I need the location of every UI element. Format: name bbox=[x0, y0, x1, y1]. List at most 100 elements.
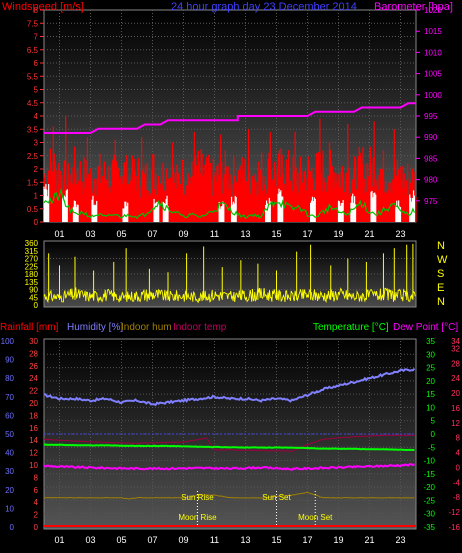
dewpoint-tick: 20 bbox=[451, 389, 460, 398]
hour-label: 11 bbox=[210, 535, 219, 545]
hour-label: 21 bbox=[364, 535, 374, 545]
rain-tick: 24 bbox=[29, 374, 38, 383]
hour-label: 17 bbox=[302, 229, 312, 239]
dewpoint-tick: -12 bbox=[448, 508, 460, 517]
hour-axis-top: 01 03 05 07 09 11 13 15 17 19 21 23 bbox=[54, 229, 405, 239]
compass-letter: W bbox=[437, 254, 448, 266]
barometer-tick: 1010 bbox=[424, 48, 442, 57]
humidity-tick: 70 bbox=[5, 393, 14, 402]
hour-label: 21 bbox=[364, 229, 374, 239]
rain-tick: 18 bbox=[29, 411, 38, 420]
direction-plot bbox=[43, 243, 416, 304]
dewpoint-tick: 4 bbox=[456, 449, 461, 458]
temperature-tick: -30 bbox=[423, 510, 435, 519]
dewpoint-tick: 0 bbox=[456, 463, 461, 472]
temperature-tick: 35 bbox=[426, 337, 435, 346]
direction-tick: 180 bbox=[25, 270, 39, 279]
windspeed-tick: 2 bbox=[34, 165, 39, 174]
barometer-line bbox=[44, 102, 416, 134]
hour-label: 15 bbox=[271, 229, 281, 239]
indoor-temp-line bbox=[43, 434, 415, 453]
barometer-tick: 1000 bbox=[424, 91, 442, 100]
rain-tick: 2 bbox=[34, 511, 39, 520]
indoor-temp-label: Indoor temp bbox=[173, 322, 227, 333]
windspeed-tick: 8 bbox=[34, 6, 39, 15]
dewpoint-tick: 24 bbox=[451, 374, 460, 383]
temp-axes: 0102030405060708090100024681012141618202… bbox=[1, 337, 461, 532]
rain-tick: 28 bbox=[29, 349, 38, 358]
wind-plot bbox=[43, 102, 417, 222]
windspeed-tick: 5 bbox=[34, 86, 39, 95]
temperature-tick: -10 bbox=[423, 457, 435, 466]
temperature-tick: -15 bbox=[423, 470, 435, 479]
hour-label: 09 bbox=[178, 535, 188, 545]
windspeed-tick: 5.5 bbox=[27, 72, 39, 81]
humidity-tick: 60 bbox=[5, 411, 14, 420]
hour-label: 05 bbox=[116, 229, 126, 239]
humidity-tick: 40 bbox=[5, 449, 14, 458]
humidity-tick: 100 bbox=[1, 337, 15, 346]
hour-axis-bottom: 01 03 05 07 09 11 13 15 17 19 21 23 bbox=[54, 535, 405, 545]
hour-label: 23 bbox=[395, 229, 405, 239]
rain-tick: 26 bbox=[29, 362, 38, 371]
compass-letter: N bbox=[437, 296, 445, 308]
hour-label: 07 bbox=[147, 535, 157, 545]
compass-letter: E bbox=[437, 282, 444, 294]
temperature-tick: -5 bbox=[428, 443, 436, 452]
direction-grid bbox=[44, 258, 416, 290]
hour-label: 03 bbox=[85, 535, 95, 545]
temperature-tick: 15 bbox=[426, 390, 435, 399]
temperature-tick: 30 bbox=[426, 350, 435, 359]
indoor-hum-label: Indoor hum bbox=[121, 322, 172, 333]
temperature-tick: -25 bbox=[423, 496, 435, 505]
avg-wind-line bbox=[43, 187, 416, 220]
humidity-tick: 10 bbox=[5, 504, 14, 513]
temperature-tick: 5 bbox=[431, 417, 436, 426]
hour-label: 01 bbox=[54, 229, 64, 239]
temperature-line bbox=[43, 443, 415, 452]
humidity-tick: 90 bbox=[5, 356, 14, 365]
barometer-tick: 1015 bbox=[424, 27, 442, 36]
temperature-tick: 0 bbox=[431, 430, 436, 439]
rain-tick: 0 bbox=[34, 523, 39, 532]
barometer-tick: 990 bbox=[424, 133, 438, 142]
windspeed-tick: 6.5 bbox=[27, 46, 39, 55]
barometer-tick: 1005 bbox=[424, 70, 442, 79]
hour-label: 05 bbox=[116, 535, 126, 545]
direction-tick: 135 bbox=[25, 278, 39, 287]
direction-tick: 225 bbox=[25, 262, 39, 271]
rain-tick: 12 bbox=[29, 449, 38, 458]
dewpoint-tick: 12 bbox=[451, 419, 460, 428]
rain-tick: 14 bbox=[29, 436, 38, 445]
hour-label: 17 bbox=[302, 535, 312, 545]
windspeed-tick: 2.5 bbox=[27, 152, 39, 161]
hour-label: 09 bbox=[178, 229, 188, 239]
hour-label: 13 bbox=[240, 229, 250, 239]
rain-tick: 6 bbox=[34, 486, 39, 495]
hour-label: 13 bbox=[240, 535, 250, 545]
windspeed-tick: 4 bbox=[34, 112, 39, 121]
event-label: Moon Rise bbox=[178, 513, 217, 522]
dewpoint-tick: -8 bbox=[453, 493, 461, 502]
rain-tick: 8 bbox=[34, 473, 39, 482]
dewpoint-tick: 28 bbox=[451, 359, 460, 368]
temp-grid bbox=[44, 341, 416, 527]
rain-tick: 10 bbox=[29, 461, 38, 470]
humidity-tick: 20 bbox=[5, 486, 14, 495]
dewpoint-tick: 32 bbox=[451, 344, 460, 353]
rain-tick: 4 bbox=[34, 498, 39, 507]
humidity-line bbox=[43, 367, 416, 407]
event-label: Sun Set bbox=[262, 493, 291, 502]
temp-plot bbox=[43, 367, 416, 527]
barometer-tick: 975 bbox=[424, 197, 438, 206]
barometer-axis: 975 980 985 990 995 1000 1005 1010 1015 1020 bbox=[416, 6, 442, 206]
indoor-hum-line bbox=[44, 491, 415, 500]
dewpoint-tick: -16 bbox=[448, 523, 460, 532]
hour-label: 23 bbox=[395, 535, 405, 545]
rain-tick: 30 bbox=[29, 337, 38, 346]
rain-tick: 20 bbox=[29, 399, 38, 408]
windspeed-tick: 1.5 bbox=[27, 178, 39, 187]
dewpoint-line bbox=[43, 463, 415, 472]
